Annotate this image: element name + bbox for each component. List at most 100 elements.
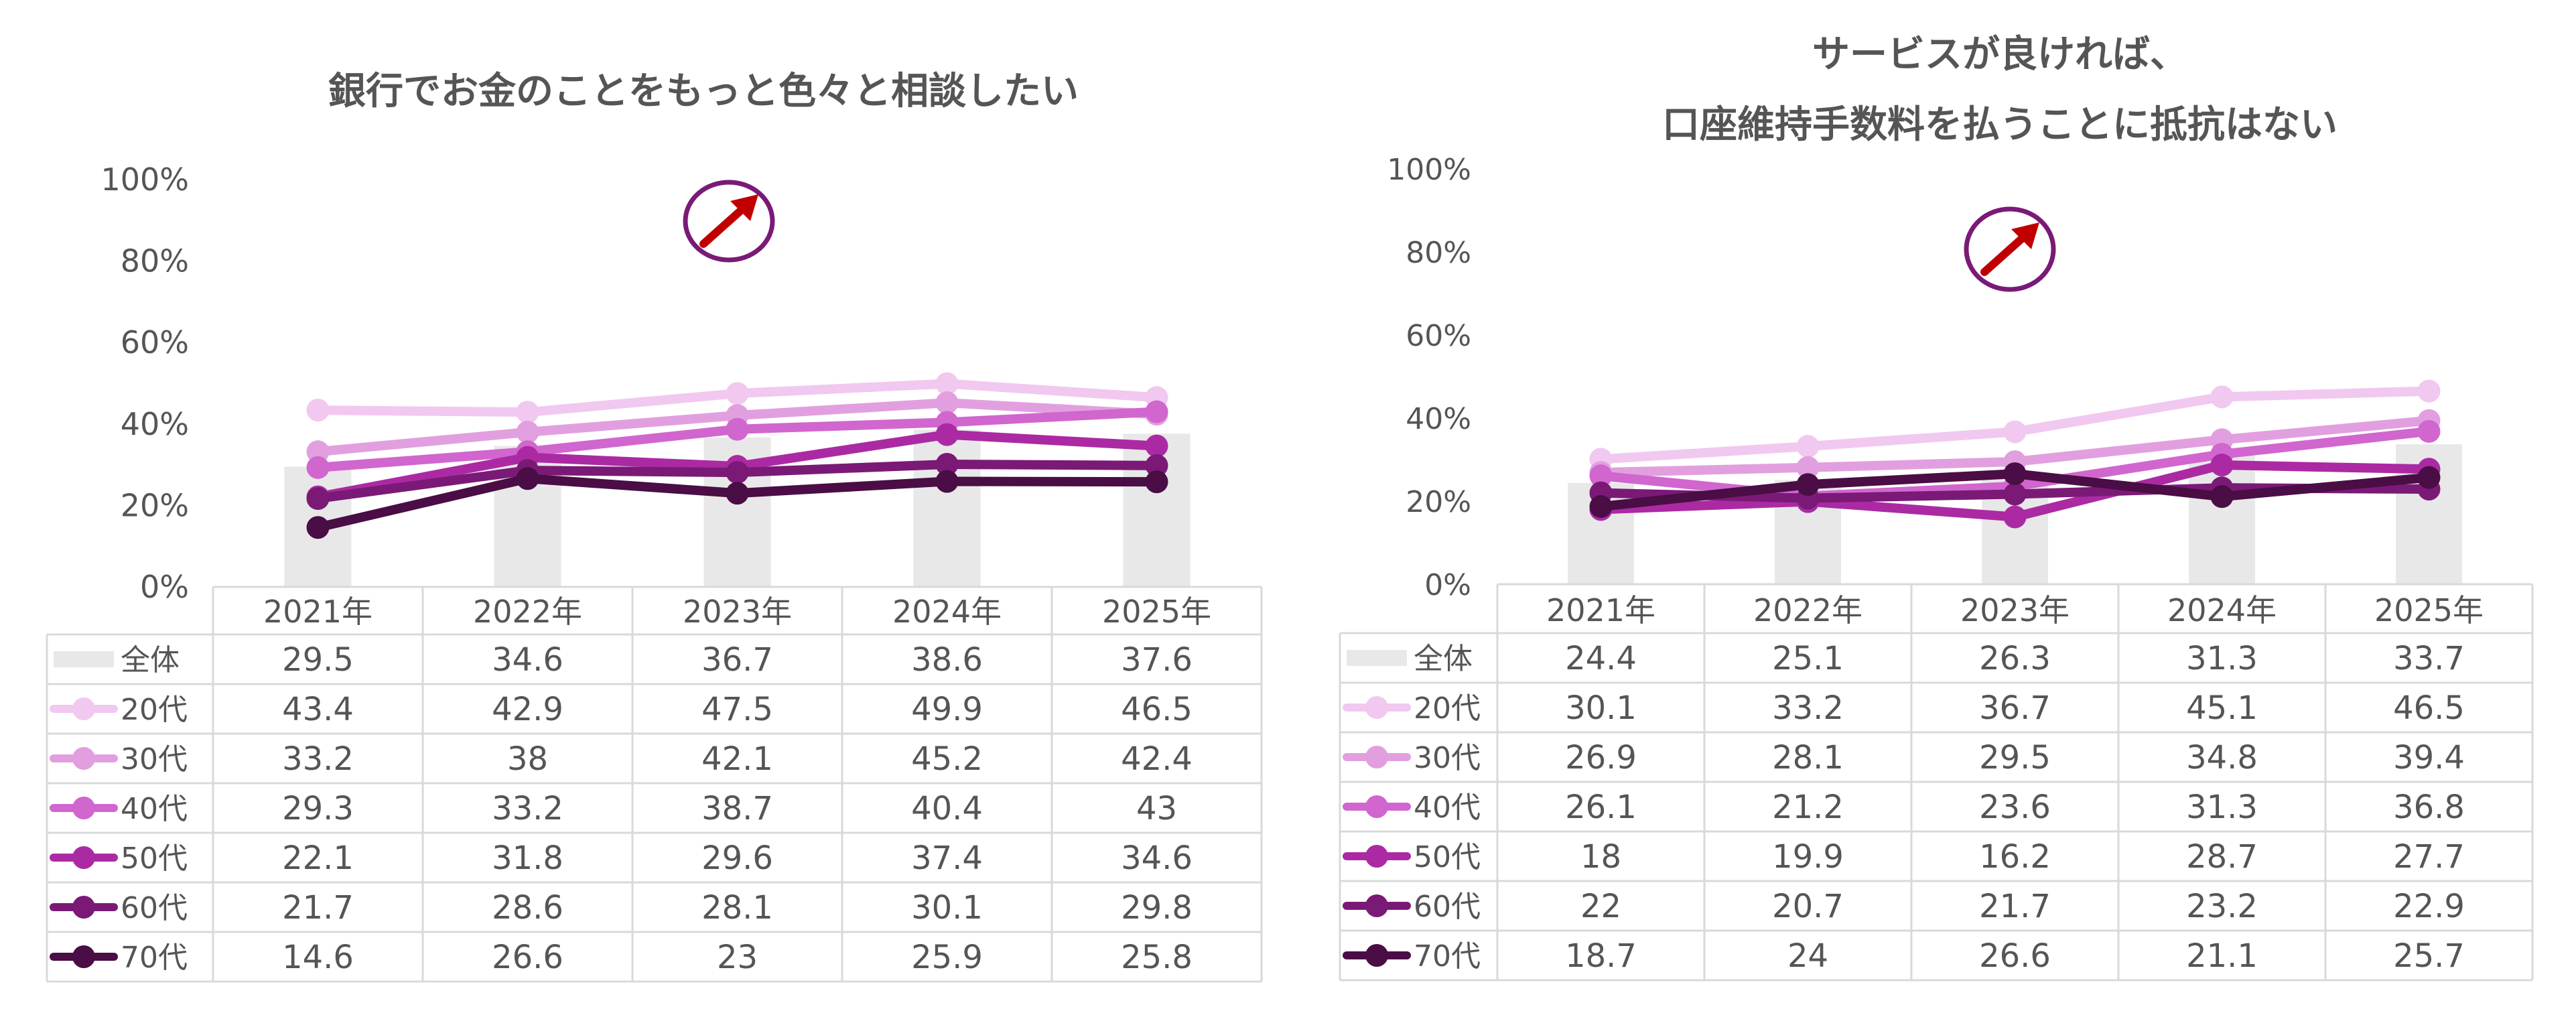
table-cell: 31.8 [492, 839, 563, 877]
table-cell: 42.1 [701, 740, 773, 778]
table-cell: 36.7 [1979, 689, 2051, 727]
table-cell: 30.1 [1565, 689, 1637, 727]
up-right-arrow-icon [1980, 222, 2039, 276]
y-tick-label: 0% [1424, 568, 1471, 602]
table-cell: 22.1 [282, 839, 354, 877]
table-cell: 23 [717, 939, 758, 976]
table-cell: 28.1 [701, 889, 773, 927]
table-cell: 46.5 [2393, 689, 2465, 727]
table-cell: 33.2 [282, 740, 354, 778]
table-cell: 36.7 [701, 641, 773, 679]
y-tick-label: 20% [121, 487, 189, 523]
legend-key-bar [1347, 650, 1407, 666]
series-point [516, 467, 539, 490]
table-cell: 30.1 [911, 889, 983, 927]
series-point [935, 470, 959, 493]
y-tick-label: 40% [1406, 402, 1471, 436]
table-cell: 27.7 [2393, 838, 2465, 876]
table-cell: 42.4 [1121, 740, 1193, 778]
table-cell: 38.6 [911, 641, 983, 679]
y-tick-label: 0% [140, 569, 189, 605]
chart-title: 口座維持手数料を払うことに抵抗はない [1662, 103, 2337, 147]
series-point [935, 391, 959, 415]
legend-key-marker [1365, 944, 1388, 967]
table-cell: 24.4 [1565, 640, 1637, 677]
table-cell: 43.4 [282, 691, 354, 728]
series-point [1796, 435, 1820, 458]
x-tick-label: 2022年 [473, 594, 582, 630]
series-point [2003, 462, 2027, 486]
x-tick-label: 2025年 [1102, 594, 1211, 630]
table-cell: 47.5 [701, 691, 773, 728]
chart-consult-bank: 銀行でお金のことをもっと色々と相談したい 0% 20% 40% 60% 80% 100% 20… [46, 70, 1263, 983]
table-cell: 21.7 [282, 889, 354, 927]
series-point [306, 487, 330, 511]
table-cell: 16.2 [1979, 838, 2051, 876]
series-point [726, 461, 749, 484]
y-tick-label: 80% [1406, 236, 1471, 270]
table-cell: 25.1 [1772, 640, 1844, 677]
y-tick-label: 100% [100, 161, 189, 198]
legend-key-marker [72, 846, 95, 869]
table-cell: 42.9 [492, 691, 563, 728]
table-cell: 22 [1580, 888, 1621, 925]
series-point [306, 456, 330, 479]
legend-label: 全体 [1414, 642, 1473, 676]
legend-label: 50代 [1414, 840, 1481, 874]
series-point [726, 417, 749, 441]
legend-label: 60代 [1414, 890, 1481, 924]
table-cell: 26.3 [1979, 640, 2051, 677]
table-cell: 20.7 [1772, 888, 1844, 925]
legend-label: 30代 [1414, 741, 1481, 775]
legend-key-marker [72, 697, 95, 720]
y-tick-label: 60% [1406, 319, 1471, 353]
series-point [1589, 495, 1613, 519]
legend-key-marker [72, 896, 95, 919]
series-point [2417, 379, 2441, 403]
table-cell: 23.2 [2186, 888, 2258, 925]
table-cell: 49.9 [911, 691, 983, 728]
table-cell: 26.6 [492, 939, 563, 976]
series-point [1145, 400, 1168, 423]
series-point [1145, 434, 1168, 458]
x-tick-label: 2021年 [263, 594, 372, 630]
series-point [306, 516, 330, 539]
series-point [1145, 454, 1168, 477]
up-right-arrow-icon [699, 194, 758, 248]
series-point [1796, 473, 1820, 496]
legend-label: 70代 [121, 941, 188, 975]
x-tick-label: 2022年 [1753, 592, 1862, 628]
table-cell: 29.5 [282, 641, 354, 679]
series-point [2210, 385, 2234, 409]
x-tick-label: 2025年 [2374, 592, 2484, 628]
table-cell: 21.7 [1979, 888, 2051, 925]
series-point [2003, 505, 2027, 529]
series-point [2210, 454, 2234, 477]
table-cell: 45.1 [2186, 689, 2258, 727]
series-point [2210, 485, 2234, 509]
table-cell: 33.2 [492, 790, 563, 827]
series-point [1145, 470, 1168, 494]
legend-label: 30代 [121, 742, 188, 777]
legend-key-bar [54, 651, 114, 667]
legend-key-marker [1365, 696, 1388, 719]
x-tick-label: 2023年 [1960, 592, 2070, 628]
table-cell: 29.6 [701, 839, 773, 877]
table-cell: 26.1 [1565, 789, 1637, 826]
table-cell: 31.3 [2186, 640, 2258, 677]
table-cell: 33.7 [2393, 640, 2465, 677]
legend-key-marker [1365, 746, 1388, 768]
x-tick-label: 2021年 [1546, 592, 1655, 628]
table-cell: 38 [507, 740, 548, 778]
table-cell: 29.8 [1121, 889, 1193, 927]
table-cell: 21.1 [2186, 937, 2258, 975]
series-point [726, 382, 749, 405]
table-cell: 25.9 [911, 939, 983, 976]
table-cell: 21.2 [1772, 789, 1844, 826]
y-tick-label: 20% [1406, 485, 1471, 519]
legend-key-marker [72, 747, 95, 770]
y-tick-label: 60% [121, 324, 189, 360]
table-cell: 37.6 [1121, 641, 1193, 679]
legend-label: 50代 [121, 842, 188, 876]
